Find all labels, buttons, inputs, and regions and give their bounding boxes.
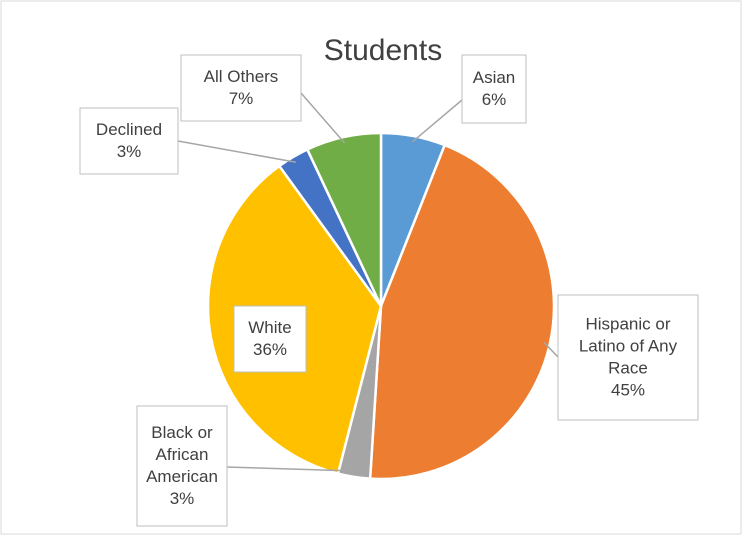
pie-slice-hispanic-or-latino-of-any-race bbox=[368, 143, 556, 481]
leader-line bbox=[543, 341, 559, 358]
data-label-text: 36% bbox=[253, 340, 287, 359]
data-label-text: 7% bbox=[229, 89, 254, 108]
chart-title: Students bbox=[324, 34, 442, 67]
data-label-text: Black or bbox=[151, 423, 213, 442]
data-label-box bbox=[461, 54, 527, 124]
pie-slice-all-others bbox=[305, 131, 383, 307]
data-label-box bbox=[557, 294, 699, 421]
leader-line bbox=[177, 140, 297, 163]
data-label-text: 45% bbox=[611, 381, 645, 400]
data-label-text: American bbox=[146, 467, 218, 486]
data-label-text: 6% bbox=[482, 90, 507, 109]
data-labels-group: Asian 6% Hispanic or Latino of Any Race 45% Bl… bbox=[79, 54, 699, 527]
data-label-text: African bbox=[156, 445, 209, 464]
data-label-box bbox=[79, 107, 179, 175]
data-label-text: Latino of Any bbox=[579, 337, 678, 356]
data-label-text: 3% bbox=[170, 489, 195, 508]
data-label-text: All Others bbox=[204, 67, 279, 86]
data-label-box bbox=[136, 405, 228, 527]
data-label-text: Race bbox=[608, 359, 648, 378]
leader-line bbox=[411, 99, 463, 143]
leader-line bbox=[300, 92, 346, 144]
data-label-text: Declined bbox=[96, 120, 162, 139]
data-label-box bbox=[233, 305, 307, 373]
data-label-text: White bbox=[248, 318, 291, 337]
data-label-text: 3% bbox=[117, 142, 142, 161]
data-label-text: Asian bbox=[473, 68, 516, 87]
data-label-box bbox=[180, 54, 302, 122]
data-label-text: Hispanic or bbox=[585, 315, 670, 334]
